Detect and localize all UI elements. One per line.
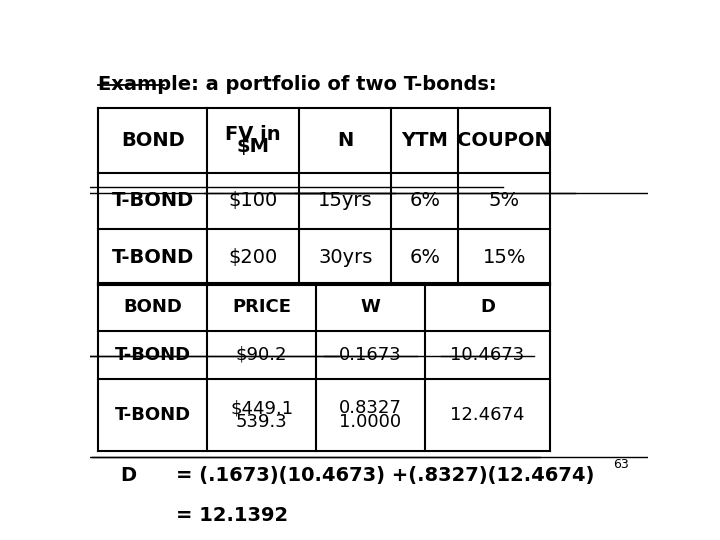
Text: W: W [361,298,380,316]
Text: BOND: BOND [121,131,184,150]
Text: $100: $100 [228,192,278,211]
Text: 12.4674: 12.4674 [450,406,525,424]
Text: 0.1673: 0.1673 [339,346,402,364]
Text: BOND: BOND [123,298,182,316]
Text: 0.8327: 0.8327 [339,399,402,417]
Text: COUPON: COUPON [457,131,552,150]
Text: 539.3: 539.3 [235,413,287,431]
Text: T-BOND: T-BOND [114,406,191,424]
Text: $M: $M [237,137,270,156]
Text: $90.2: $90.2 [236,346,287,364]
Text: 1.0000: 1.0000 [339,413,402,431]
Text: 15%: 15% [482,248,526,267]
Text: = 12.1392: = 12.1392 [176,505,289,524]
Text: PRICE: PRICE [232,298,291,316]
Text: 6%: 6% [409,192,441,211]
Text: = (.1673)(10.4673) +(.8327)(12.4674): = (.1673)(10.4673) +(.8327)(12.4674) [176,466,595,485]
Text: 5%: 5% [489,192,520,211]
Text: $449.1: $449.1 [230,399,293,417]
Text: N: N [337,131,354,150]
Text: YTM: YTM [401,131,449,150]
Text: 10.4673: 10.4673 [451,346,525,364]
Text: 6%: 6% [409,248,441,267]
Text: 63: 63 [613,458,629,471]
Text: FV in: FV in [225,125,281,144]
Text: T-BOND: T-BOND [112,248,194,267]
Text: Example: a portfolio of two T-bonds:: Example: a portfolio of two T-bonds: [99,75,497,94]
Text: 15yrs: 15yrs [318,192,372,211]
Text: D: D [480,298,495,316]
Text: D: D [121,466,137,485]
Text: 30yrs: 30yrs [318,248,372,267]
Text: T-BOND: T-BOND [114,346,191,364]
Text: $200: $200 [228,248,278,267]
Text: T-BOND: T-BOND [112,192,194,211]
